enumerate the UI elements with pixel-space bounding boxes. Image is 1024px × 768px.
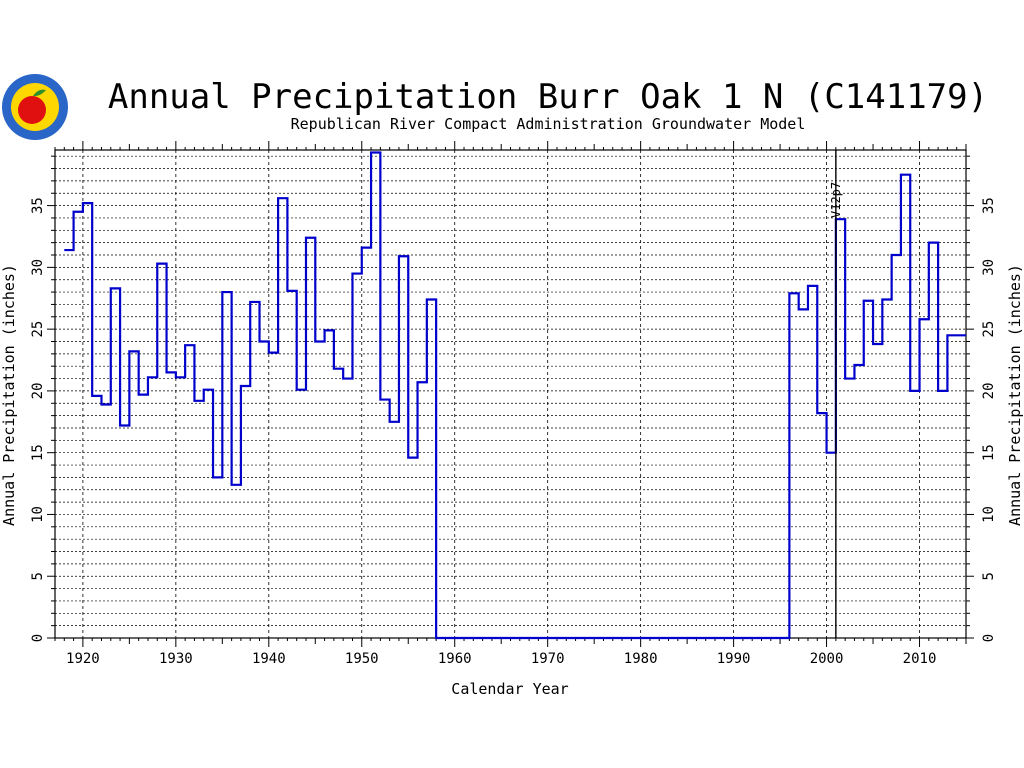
series-layer bbox=[64, 151, 966, 640]
x-tick-label: 2010 bbox=[903, 651, 937, 667]
chart-subtitle: Republican River Compact Administration … bbox=[291, 115, 806, 133]
y-tick-label-left: 15 bbox=[30, 444, 46, 461]
y-tick-label-right: 30 bbox=[981, 259, 997, 276]
x-tick-label: 2000 bbox=[810, 651, 844, 667]
chart-title: Annual Precipitation Burr Oak 1 N (C1411… bbox=[108, 77, 988, 117]
y-tick-label-right: 25 bbox=[981, 321, 997, 338]
y-tick-label-left: 10 bbox=[30, 506, 46, 523]
y-tick-label-left: 20 bbox=[30, 382, 46, 399]
x-tick-label: 1970 bbox=[531, 651, 565, 667]
series-line bbox=[64, 151, 966, 640]
x-tick-label: 1990 bbox=[717, 651, 751, 667]
x-tick-label: 1950 bbox=[345, 651, 379, 667]
y-tick-label-left: 25 bbox=[30, 321, 46, 338]
logo-apple bbox=[18, 96, 46, 124]
y-tick-label-right: 15 bbox=[981, 444, 997, 461]
x-tick-label: 1940 bbox=[252, 651, 286, 667]
y-tick-label-right: 20 bbox=[981, 382, 997, 399]
logo-leaf bbox=[33, 89, 46, 97]
y-tick-label-left: 30 bbox=[30, 259, 46, 276]
y-axis-label-right: Annual Precipitation (inches) bbox=[1006, 264, 1024, 526]
y-tick-label-right: 0 bbox=[981, 634, 997, 642]
axes: 1920 1930 1940 1950 1960 1970 1980 1990 2000 2010… bbox=[30, 141, 997, 667]
x-tick-label: 1930 bbox=[159, 651, 193, 667]
y-tick-label-left: 35 bbox=[30, 197, 46, 214]
annotation-layer: V12p7 bbox=[829, 150, 843, 638]
x-axis-label: Calendar Year bbox=[451, 680, 568, 698]
x-tick-label: 1960 bbox=[438, 651, 472, 667]
y-tick-label-right: 35 bbox=[981, 197, 997, 214]
x-tick-label: 1980 bbox=[624, 651, 658, 667]
y-tick-label-left: 0 bbox=[30, 634, 46, 642]
logo-seal bbox=[2, 74, 68, 140]
x-tick-label: 1920 bbox=[66, 651, 100, 667]
y-tick-label-right: 5 bbox=[981, 572, 997, 580]
y-axis-label-left: Annual Precipitation (inches) bbox=[0, 264, 18, 526]
y-tick-label-right: 10 bbox=[981, 506, 997, 523]
grid bbox=[55, 150, 966, 638]
y-tick-label-left: 5 bbox=[30, 572, 46, 580]
annotation-label: V12p7 bbox=[829, 182, 843, 218]
plot-frame bbox=[54, 149, 967, 639]
